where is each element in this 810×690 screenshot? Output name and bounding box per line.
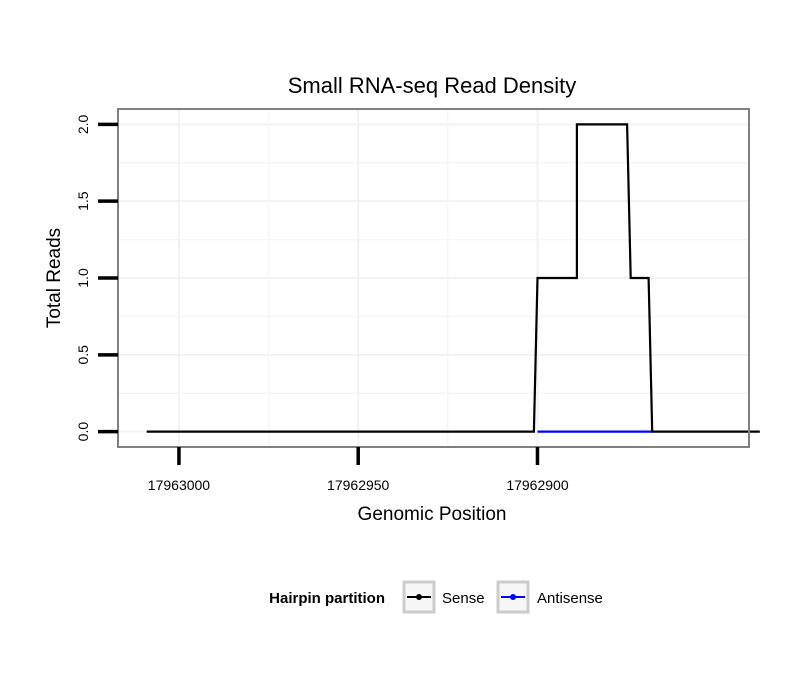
- legend-point-antisense: [510, 594, 516, 600]
- series-line-sense: [146, 123, 760, 433]
- x-axis-label: Genomic Position: [358, 504, 507, 525]
- y-tick-label: 1.0: [75, 268, 91, 288]
- x-tick-label: 17962900: [506, 477, 569, 493]
- y-tick-label: 2.0: [75, 114, 91, 134]
- y-axis-ticks: 0.0 0.5 1.0 1.5 2.0: [75, 114, 118, 441]
- legend-label-sense: Sense: [442, 590, 485, 607]
- plot-panel: [117, 108, 760, 448]
- y-axis-label: Total Reads: [44, 228, 65, 328]
- x-tick-label: 17962950: [327, 477, 390, 493]
- grid-lines: [118, 109, 749, 447]
- legend-key-antisense: [496, 580, 530, 614]
- chart-title: Small RNA-seq Read Density: [288, 73, 577, 98]
- y-tick-label: 0.0: [75, 422, 91, 442]
- y-tick-label: 1.5: [75, 191, 91, 211]
- y-tick-label: 0.5: [75, 345, 91, 365]
- legend-label-antisense: Antisense: [537, 590, 603, 607]
- legend-title: Hairpin partition: [269, 590, 385, 607]
- x-axis-ticks: 17963000 17962950 17962900: [148, 447, 569, 493]
- legend: Hairpin partition Sense Antisense: [269, 580, 603, 614]
- x-tick-label: 17963000: [148, 477, 211, 493]
- legend-point-sense: [416, 594, 422, 600]
- series-layer: [146, 123, 760, 433]
